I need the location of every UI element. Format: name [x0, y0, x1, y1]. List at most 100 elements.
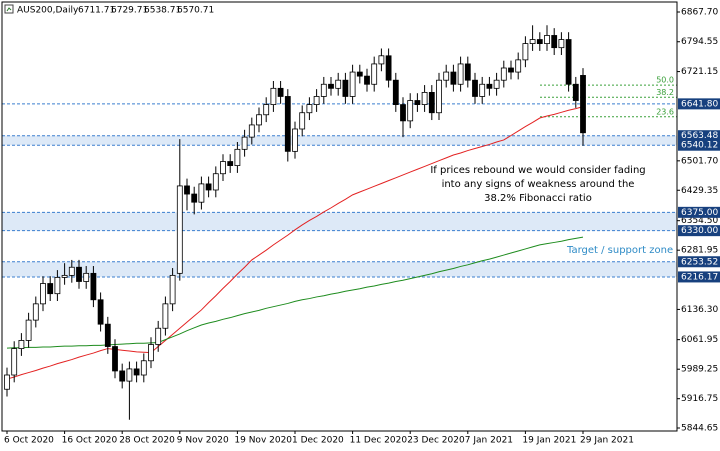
candle-body	[32, 303, 39, 321]
candle-body	[551, 35, 558, 49]
candle-body	[464, 63, 471, 81]
candle-body	[313, 96, 320, 105]
candle-body	[364, 75, 370, 85]
x-tick-label: 9 Nov 2020	[177, 436, 229, 446]
y-tick-label: 6136.30	[681, 305, 718, 315]
x-tick-label: 16 Oct 2020	[62, 436, 118, 446]
candle-body	[493, 79, 500, 89]
candle-body	[500, 67, 507, 81]
y-tick-label: 6429.35	[681, 186, 718, 196]
candle-body	[299, 112, 306, 130]
candle-body	[83, 272, 90, 282]
candle-body	[385, 55, 392, 81]
candle-body	[392, 79, 399, 105]
candle-body	[428, 91, 435, 114]
candle-body	[486, 83, 493, 89]
x-tick-label: 1 Dec 2020	[292, 436, 344, 446]
candle-body	[450, 71, 457, 85]
candle-body	[256, 114, 262, 126]
x-tick-label: 6 Oct 2020	[4, 436, 54, 446]
level-label: 6330.00	[681, 226, 718, 236]
candle-body	[119, 370, 126, 382]
annotation-line: 38.2% Fibonacci ratio	[484, 193, 592, 204]
y-tick-label: 6501.70	[681, 156, 718, 166]
candle-body	[162, 303, 169, 329]
candle-body	[248, 124, 255, 138]
fib-label: 38.2	[656, 88, 674, 97]
symbol: AUS200,Daily	[17, 6, 79, 16]
candle-body	[133, 368, 140, 376]
candle-body	[342, 79, 349, 97]
candle-body	[457, 63, 464, 85]
level-label-bg	[678, 139, 720, 151]
x-tick-label: 28 Oct 2020	[119, 436, 175, 446]
x-tick-label: 11 Dec 2020	[350, 436, 408, 446]
candle-body	[270, 87, 277, 105]
y-tick-label: 6281.95	[681, 246, 718, 256]
level-label-bg	[678, 225, 720, 237]
candle-body	[54, 277, 61, 295]
candle-body	[529, 39, 536, 44]
candle-body	[205, 183, 212, 191]
candle-body	[572, 83, 579, 101]
candle-body	[421, 91, 428, 105]
candle-body	[191, 193, 198, 203]
annotation-line: into any signs of weakness around the	[442, 179, 635, 190]
candle-body	[400, 104, 406, 122]
candle-body	[169, 274, 176, 305]
level-label-bg	[678, 130, 720, 142]
candle-body	[212, 173, 219, 191]
candle-body	[443, 71, 450, 81]
zone	[2, 135, 677, 146]
candle-body	[580, 75, 586, 134]
fib-label: 23.6	[656, 107, 674, 116]
candle-body	[68, 266, 75, 276]
y-tick-label: 6867.70	[681, 8, 718, 18]
candle-body	[356, 71, 363, 77]
zone-label: Target / support zone	[566, 245, 673, 256]
level-label: 6563.48	[681, 131, 718, 141]
candle-body	[263, 104, 270, 116]
x-tick-label: 19 Nov 2020	[234, 436, 292, 446]
candle-body	[328, 83, 334, 89]
candle-body	[140, 360, 147, 376]
zone	[2, 261, 677, 277]
candle-body	[349, 71, 356, 97]
candle-body	[47, 283, 54, 295]
x-tick-label: 23 Dec 2020	[407, 436, 465, 446]
candle-body	[544, 35, 550, 44]
axis-ticks: 6867.70 6794.55 6721.15 6501.70 6429.35 6354.…	[677, 8, 718, 434]
y-tick-label: 5844.65	[681, 424, 718, 434]
moving-average	[6, 106, 584, 380]
candle-body	[565, 39, 572, 85]
candle-body	[335, 79, 342, 89]
plot-frame	[1, 1, 678, 432]
zones: 50.0 38.2 23.6	[2, 76, 677, 278]
header-icon-glyph	[6, 7, 12, 12]
level-label: 6216.17	[681, 272, 718, 282]
candle-body	[515, 59, 522, 73]
candle-body	[320, 83, 327, 97]
candle-body	[76, 266, 82, 282]
candle-body	[61, 274, 68, 278]
candle-body	[90, 272, 97, 301]
header: AUS200,Daily 6711.71 6729.71 6538.71 657…	[4, 4, 214, 16]
annotation-line: If prices rebound we would consider fadi…	[430, 165, 645, 176]
candle-body	[414, 100, 421, 105]
candle-body	[508, 67, 514, 73]
level-label: 6375.00	[681, 208, 718, 218]
candle-body	[11, 348, 18, 376]
level-label-bg	[678, 98, 720, 110]
candle-body	[4, 374, 10, 390]
candle-body	[371, 63, 378, 85]
y-tick-label: 5916.75	[681, 394, 718, 404]
candle-body	[241, 136, 248, 150]
candle-body	[176, 185, 183, 274]
level-label-bg	[678, 271, 720, 283]
candle-body	[18, 340, 25, 349]
candle-body	[184, 185, 190, 195]
y-tick-label: 5989.25	[681, 365, 718, 375]
ohlc-open: 6711.71	[78, 6, 115, 16]
